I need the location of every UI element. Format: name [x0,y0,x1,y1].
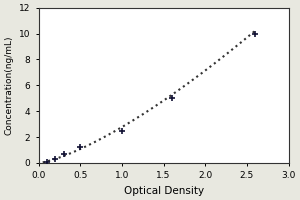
X-axis label: Optical Density: Optical Density [124,186,204,196]
Y-axis label: Concentration(ng/mL): Concentration(ng/mL) [4,36,13,135]
